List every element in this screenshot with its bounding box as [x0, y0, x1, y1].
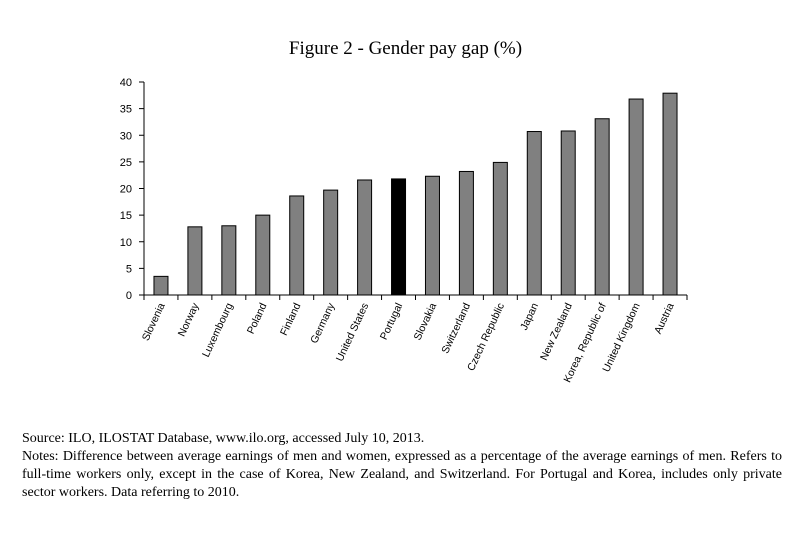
x-tick-label: Japan	[518, 301, 541, 332]
x-tick-label: Poland	[245, 301, 270, 336]
x-tick-label: Slovakia	[412, 301, 440, 342]
x-tick-label: Germany	[308, 301, 337, 346]
bar-finland	[289, 195, 305, 296]
bar-slovakia	[424, 175, 440, 296]
bar-norway	[187, 226, 203, 296]
x-tick-label: Portugal	[378, 301, 405, 342]
x-tick-label: Slovenia	[140, 301, 168, 343]
x-tick-label: United States	[334, 301, 372, 363]
y-tick-label: 5	[126, 263, 132, 275]
bar-luxembourg	[221, 225, 237, 296]
y-tick-label: 0	[126, 290, 132, 302]
bar-austria	[662, 92, 678, 296]
bar-new-zealand	[560, 130, 576, 296]
y-tick-label: 30	[120, 130, 132, 142]
bar-slovenia	[153, 275, 169, 296]
x-tick-label: Luxembourg	[200, 301, 236, 359]
bar-korea-republic-of	[594, 118, 610, 296]
y-tick-label: 10	[120, 237, 132, 249]
y-tick-label: 15	[120, 210, 132, 222]
x-tick-label: United Kingdom	[600, 301, 643, 374]
bar-germany	[323, 189, 339, 296]
x-tick-label: Switzerland	[439, 301, 473, 355]
y-tick-label: 35	[120, 104, 132, 116]
x-tick-label: Austria	[652, 301, 677, 336]
x-tick-label: Norway	[176, 301, 202, 339]
bar-poland	[255, 214, 271, 296]
bar-chart: 0 5 10 15 20 25 30 35 40 Slovenia NorwayLuxembourg…	[120, 77, 688, 385]
y-tick-label: 40	[120, 77, 132, 89]
bar-united-states	[357, 179, 373, 296]
chart-title: Figure 2 - Gender pay gap (%)	[288, 38, 523, 59]
notes-text: Notes: Difference between average earnin…	[22, 449, 782, 500]
bar-united-kingdom	[628, 98, 644, 296]
x-tick-label: Czech Republic	[465, 301, 507, 373]
x-tick-label: New Zealand	[538, 301, 575, 362]
x-tick-label: Finland	[278, 301, 303, 337]
source-note: Source: ILO, ILOSTAT Database, www.ilo.o…	[22, 431, 425, 446]
bar-japan	[526, 131, 542, 296]
bar-czech-republic	[492, 161, 508, 296]
bar-switzerland	[458, 170, 474, 296]
y-tick-label: 20	[120, 184, 132, 196]
chart-notes: Source: ILO, ILOSTAT Database, www.ilo.o…	[22, 430, 782, 502]
y-tick-label: 25	[120, 157, 132, 169]
bar-portugal	[391, 178, 407, 296]
